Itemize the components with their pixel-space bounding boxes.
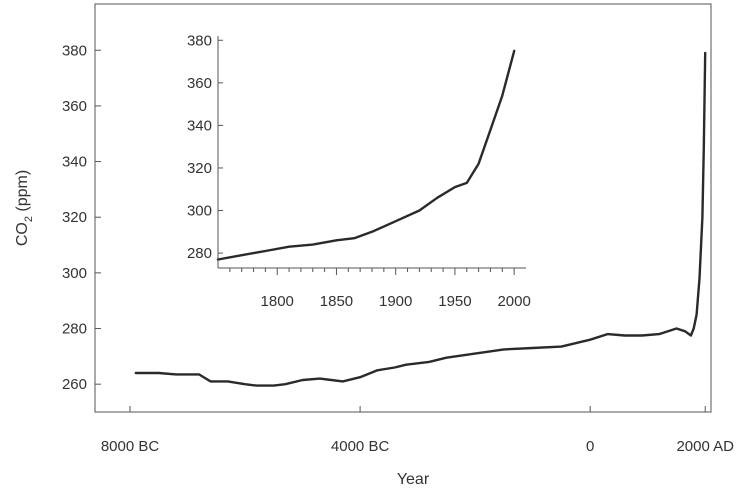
inset-y-tick-label: 280 (187, 245, 212, 262)
y-tick-label: 340 (62, 154, 87, 171)
y-axis-title-subscript: 2 (23, 216, 35, 222)
y-tick-label: 300 (62, 265, 87, 282)
inset-x-tick-label: 1850 (320, 293, 353, 310)
main-axis-ticks: 260 280 300 320 340 360 380 8000 BC 4000 BC 0 2000… (62, 42, 734, 455)
x-tick-label: 8000 BC (101, 438, 160, 455)
x-tick-label: 2000 AD (676, 438, 734, 455)
main-series-group (134, 51, 707, 387)
y-tick-label: 260 (62, 376, 87, 393)
inset-y-tick-label: 320 (187, 160, 212, 177)
y-tick-label: 380 (62, 42, 87, 59)
x-axis-title: Year (397, 471, 430, 488)
inset-x-tick-label: 1800 (261, 293, 294, 310)
y-axis-title-unit: (ppm) (14, 170, 31, 216)
inset-x-tick-label: 1900 (379, 293, 412, 310)
inset-y-tick-label: 300 (187, 203, 212, 220)
y-axis-title: CO2 (ppm) (14, 170, 35, 246)
inset-chart: 280 300 320 340 360 380 1800 1850 1900 1950 2000 (187, 32, 531, 310)
x-tick-label: 0 (586, 438, 594, 455)
inset-x-tick-label: 2000 (497, 293, 530, 310)
inset-y-tick-label: 340 (187, 117, 212, 134)
inset-x-tick-label: 1950 (438, 293, 471, 310)
y-tick-label: 280 (62, 321, 87, 338)
y-tick-label: 320 (62, 209, 87, 226)
inset-series-group (216, 49, 516, 261)
inset-co2-series-line (216, 49, 516, 261)
main-plot-frame (94, 3, 712, 413)
co2-series-line (134, 51, 707, 387)
inset-y-tick-label: 360 (187, 75, 212, 92)
inset-y-tick-label: 380 (187, 32, 212, 49)
x-tick-label: 4000 BC (331, 438, 390, 455)
y-tick-label: 360 (62, 98, 87, 115)
y-axis-title-main: CO (14, 222, 31, 246)
inset-axis-ticks: 280 300 320 340 360 380 1800 1850 1900 1950 2000 (187, 32, 531, 310)
